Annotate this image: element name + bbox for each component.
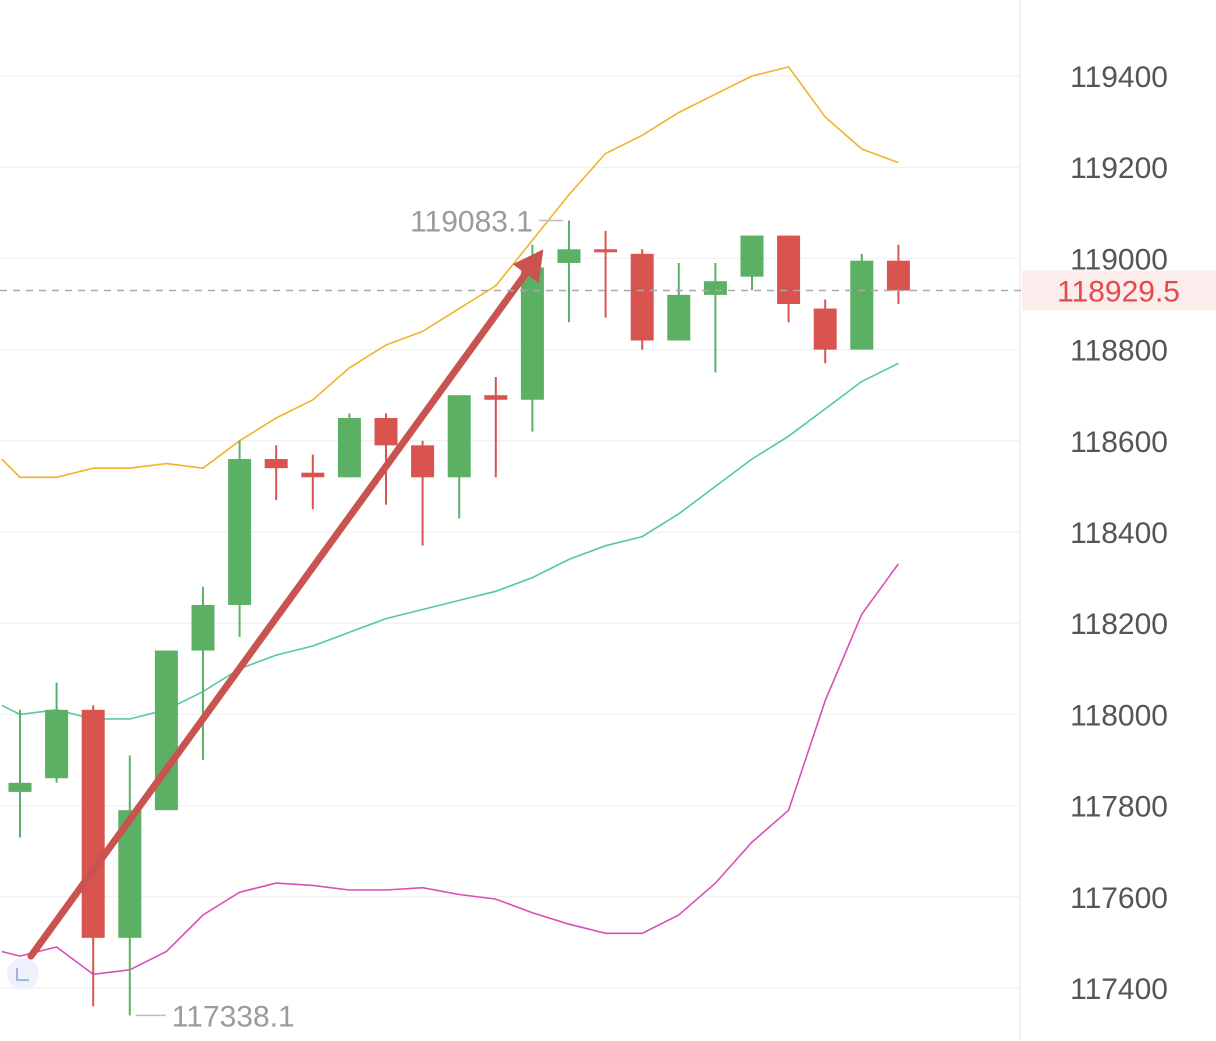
candle-body [850, 260, 874, 350]
y-tick-label: 119200 [1070, 152, 1168, 185]
y-tick-label: 117800 [1070, 791, 1168, 824]
candle-up [45, 682, 69, 783]
candles [8, 220, 910, 1016]
candle-up [228, 440, 252, 637]
middle-band-line [1, 362, 899, 720]
candle-body [264, 459, 288, 469]
swap-icon [6, 958, 39, 991]
candle-body [374, 418, 398, 446]
candle-down [594, 231, 618, 318]
candle-down [484, 376, 508, 478]
y-tick-label: 118000 [1070, 699, 1168, 732]
candle-up [118, 755, 142, 1016]
candle-body [337, 418, 361, 478]
candle-up [154, 650, 178, 811]
candle-body [557, 249, 581, 263]
candle-up [337, 413, 361, 478]
candle-down [630, 249, 654, 350]
candle-body [594, 249, 618, 253]
swap-icon-glyph [15, 968, 29, 982]
candle-body [411, 445, 435, 478]
candle-body [740, 235, 764, 277]
y-tick-label: 118800 [1070, 335, 1168, 368]
candle-body [813, 308, 837, 350]
y-tick-label: 118200 [1070, 608, 1168, 641]
upper-band-line [1, 65, 899, 479]
candle-down [777, 235, 801, 323]
candle-down [301, 454, 325, 510]
candle-body [703, 281, 727, 295]
y-tick-label: 117400 [1070, 973, 1168, 1006]
candle-up [740, 235, 764, 291]
candle-down [374, 413, 398, 505]
high-value-label: 119083.1 [410, 206, 533, 239]
current-price-label: 118929.5 [1057, 276, 1180, 309]
y-tick-label: 119000 [1070, 243, 1168, 276]
candle-body [118, 810, 142, 938]
y-tick-label: 117600 [1070, 882, 1168, 915]
candle-body [301, 472, 325, 478]
candle-up [8, 709, 32, 838]
y-tick-label: 119400 [1070, 61, 1168, 94]
candle-body [777, 235, 801, 304]
y-tick-label: 118400 [1070, 517, 1168, 550]
candle-body [630, 253, 654, 341]
annotations: 118929.5 119083.1 117338.1 [0, 206, 1216, 1033]
candle-body [667, 294, 691, 341]
trend-arrow-shaft [27, 270, 530, 960]
candle-body [520, 267, 544, 400]
current-price-badge [1022, 270, 1216, 311]
candle-up [667, 262, 691, 341]
price-axis-panel [1020, 0, 1216, 1041]
candle-body [228, 459, 252, 605]
candle-up [557, 220, 581, 323]
candle-body [484, 395, 508, 400]
candle-up [703, 262, 727, 373]
candle-down [411, 440, 435, 546]
candle-down [264, 445, 288, 501]
candle-body [154, 650, 178, 811]
lower-band-line [1, 563, 900, 976]
low-value-label: 117338.1 [172, 1000, 295, 1033]
y-tick-label: 118600 [1070, 426, 1168, 459]
trend-arrow-head [512, 249, 544, 283]
bollinger-bands [1, 65, 900, 976]
candle-body [447, 395, 471, 478]
candle-down [813, 299, 837, 364]
candle-body [8, 782, 32, 792]
price-axis: 119400 119200 119000 118800 118600 118400 1182… [1070, 61, 1168, 1006]
candle-body [45, 709, 69, 779]
candle-body [191, 604, 215, 651]
candle-body [886, 260, 910, 291]
trend-arrow [27, 249, 544, 960]
candle-up [191, 586, 215, 760]
candle-up [850, 253, 874, 350]
candle-up [447, 395, 471, 519]
candle-down [886, 244, 910, 304]
candle-body [81, 709, 105, 938]
